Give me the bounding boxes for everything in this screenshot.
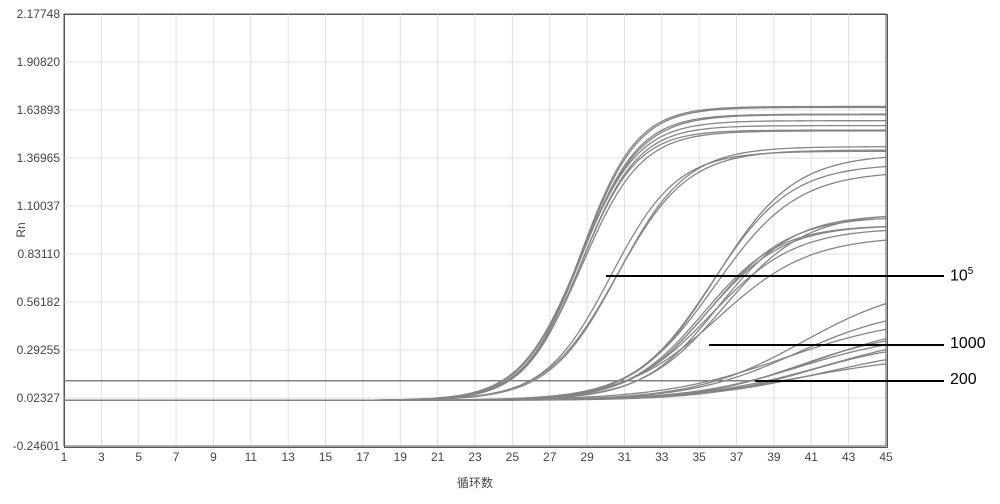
x-tick-label: 29 bbox=[580, 450, 593, 464]
x-tick-label: 41 bbox=[805, 450, 818, 464]
y-tick-label: 0.02327 bbox=[4, 391, 60, 405]
y-tick-label: 1.10037 bbox=[4, 199, 60, 213]
y-tick-label: 0.83110 bbox=[4, 247, 60, 261]
x-tick-label: 5 bbox=[135, 450, 142, 464]
x-tick-label: 13 bbox=[281, 450, 294, 464]
annotation-line bbox=[709, 344, 944, 346]
annotation-label: 200 bbox=[950, 371, 977, 389]
x-tick-label: 1 bbox=[61, 450, 68, 464]
annotation-line bbox=[606, 275, 944, 277]
x-tick-label: 25 bbox=[506, 450, 519, 464]
x-tick-label: 15 bbox=[319, 450, 332, 464]
x-tick-label: 11 bbox=[245, 450, 257, 464]
x-tick-label: 39 bbox=[767, 450, 780, 464]
x-tick-label: 37 bbox=[730, 450, 743, 464]
x-tick-label: 35 bbox=[692, 450, 705, 464]
chart-svg bbox=[0, 0, 1000, 504]
y-tick-label: 2.17748 bbox=[4, 7, 60, 21]
y-tick-label: 1.90820 bbox=[4, 55, 60, 69]
x-tick-label: 31 bbox=[618, 450, 631, 464]
annotation-line bbox=[755, 380, 944, 382]
x-tick-label: 19 bbox=[394, 450, 407, 464]
annotation-label: 105 bbox=[950, 266, 973, 285]
x-tick-label: 45 bbox=[879, 450, 892, 464]
y-tick-label: -0.24601 bbox=[4, 439, 60, 453]
y-tick-label: 1.63893 bbox=[4, 103, 60, 117]
x-tick-label: 21 bbox=[431, 450, 444, 464]
x-tick-label: 9 bbox=[210, 450, 217, 464]
annotation-label: 1000 bbox=[950, 335, 986, 353]
x-tick-label: 23 bbox=[468, 450, 481, 464]
y-tick-label: 1.36965 bbox=[4, 151, 60, 165]
y-tick-label: 0.56182 bbox=[4, 295, 60, 309]
x-tick-label: 43 bbox=[842, 450, 855, 464]
x-tick-label: 17 bbox=[356, 450, 369, 464]
x-tick-label: 3 bbox=[98, 450, 105, 464]
x-tick-label: 7 bbox=[173, 450, 180, 464]
x-tick-label: 33 bbox=[655, 450, 668, 464]
y-tick-label: 0.29255 bbox=[4, 343, 60, 357]
x-tick-label: 27 bbox=[543, 450, 556, 464]
